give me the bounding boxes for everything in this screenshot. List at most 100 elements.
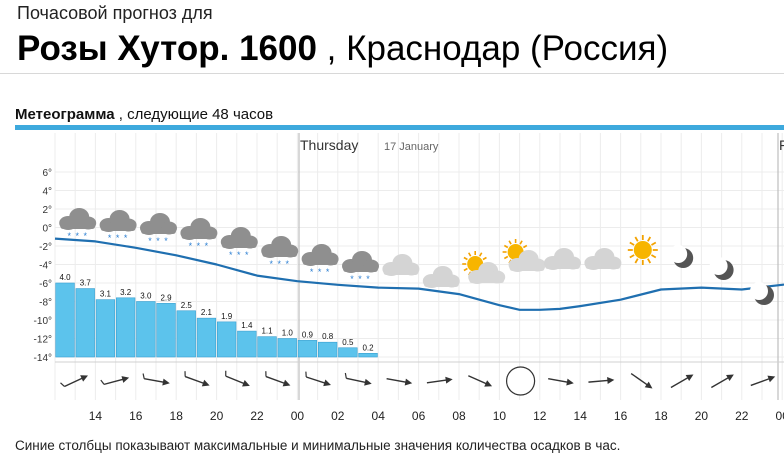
- precip-bar: [358, 353, 378, 358]
- wind-arrow-icon: [750, 375, 776, 387]
- precip-label: 3.2: [120, 288, 132, 297]
- wind-row: [60, 366, 776, 396]
- snowflake: *: [189, 241, 193, 251]
- snowflake: *: [116, 233, 120, 243]
- cloud-part: [423, 281, 459, 287]
- x-tick-label: 04: [372, 409, 386, 423]
- x-tick-label: 12: [533, 409, 547, 423]
- wind-arrow-head: [201, 379, 210, 387]
- wind-arrow-head: [404, 378, 413, 386]
- precip-bar: [116, 297, 136, 358]
- wind-arrow-head: [242, 380, 250, 387]
- cloud-part: [469, 277, 505, 283]
- precip-bar: [317, 341, 338, 358]
- x-tick-label: 20: [210, 409, 224, 423]
- precip-label: 0.8: [322, 332, 334, 341]
- wind-arrow-icon: [225, 370, 250, 387]
- moon-icon: [669, 245, 694, 268]
- precip-label: 3.1: [100, 290, 112, 299]
- moon-shadow: [669, 245, 688, 263]
- wind-barb: [142, 373, 145, 379]
- precip-label: 4.0: [59, 273, 71, 282]
- cloud-part: [141, 228, 176, 234]
- snowflake: *: [108, 233, 112, 243]
- sun-ray: [634, 236, 639, 242]
- snowflake: *: [318, 267, 322, 277]
- wind-arrow-head: [80, 375, 88, 382]
- x-tick-label: 00: [776, 409, 784, 423]
- weather-icons: * * * * * * * * * * * * * * * * * * * * * * * *: [59, 208, 774, 305]
- precip-bar: [217, 321, 237, 358]
- wind-arrow-icon: [588, 376, 615, 384]
- cloud-part: [302, 259, 338, 265]
- x-tick-label: 18: [654, 409, 668, 423]
- snowflake: *: [358, 274, 362, 284]
- wind-arrow-head: [644, 381, 653, 389]
- sun-ray: [508, 240, 512, 245]
- x-tick-label: 00: [291, 409, 305, 423]
- sun-ray: [503, 255, 509, 260]
- snowflake: *: [326, 267, 330, 277]
- wind-arrow-icon: [305, 371, 331, 387]
- snow-cloud-icon: * * *: [261, 236, 299, 269]
- precip-label: 0.5: [342, 338, 354, 347]
- forecast-subtitle: Почасовой прогноз для: [17, 3, 213, 23]
- wind-arrow-head: [767, 375, 776, 383]
- snow-cloud-icon: * * *: [301, 244, 339, 277]
- chart-period: , следующие 48 часов: [114, 106, 274, 123]
- snowflake: *: [229, 250, 233, 260]
- wind-arrow-head: [121, 376, 130, 383]
- snowflake: *: [237, 250, 241, 260]
- wind-arrow-icon: [184, 371, 210, 387]
- precip-bar: [176, 310, 196, 358]
- sun-ray: [634, 258, 639, 264]
- wind-arrow-icon: [468, 375, 493, 387]
- precip-bar: [156, 303, 176, 358]
- x-tick-label: 14: [574, 409, 588, 423]
- wind-arrow-icon: [344, 372, 372, 386]
- cloud-part: [60, 223, 96, 229]
- x-tick-label: 18: [170, 409, 184, 423]
- snowflake: *: [205, 241, 209, 251]
- sun-ray: [647, 236, 652, 242]
- wind-arrow-head: [566, 378, 574, 386]
- chart-footnote: Синие столбцы показывают максимальные и …: [15, 438, 621, 453]
- cloud-part: [181, 233, 217, 239]
- cloud-part: [221, 242, 257, 248]
- y-tick-label: -14°: [34, 353, 52, 364]
- wind-arrow-icon: [426, 376, 453, 384]
- wind-arrow-icon: [670, 374, 694, 389]
- precip-label: 2.1: [201, 308, 213, 317]
- wind-arrow-head: [323, 379, 331, 387]
- wind-arrow-head: [484, 380, 493, 387]
- precip-bar: [338, 347, 358, 358]
- wind-arrow-head: [162, 378, 170, 386]
- x-tick-label: 10: [493, 409, 507, 423]
- wind-barb: [184, 371, 186, 377]
- cloud-part: [509, 265, 545, 271]
- y-tick-label: 2°: [42, 205, 52, 216]
- snowflake: *: [75, 231, 79, 241]
- sun-disc: [633, 241, 652, 259]
- meteogram: Thursday 17 January F 6° 4° 2° 0° -2° -4° -6° -…: [34, 133, 784, 423]
- cloud-icon: [422, 266, 460, 288]
- precip-bar: [55, 282, 75, 358]
- section-rule: [15, 125, 784, 130]
- snowflake: *: [269, 259, 273, 269]
- wind-barb: [305, 371, 307, 378]
- sun-ray: [503, 244, 509, 249]
- moon-icon: [750, 282, 774, 305]
- y-tick-label: 0°: [42, 224, 52, 235]
- sun-ray: [519, 240, 523, 245]
- sun-ray: [468, 252, 472, 257]
- moon-shadow: [709, 257, 728, 275]
- x-tick-label: 14: [89, 409, 103, 423]
- wind-arrow-icon: [386, 378, 413, 386]
- sun-cloud-icon: [502, 239, 546, 272]
- wind-barb: [100, 379, 105, 385]
- snowflake: *: [197, 241, 201, 251]
- y-tick-label: -8°: [39, 298, 52, 309]
- moon-icon: [709, 257, 734, 280]
- precip-label: 2.5: [181, 301, 193, 310]
- snowflake: *: [124, 233, 128, 243]
